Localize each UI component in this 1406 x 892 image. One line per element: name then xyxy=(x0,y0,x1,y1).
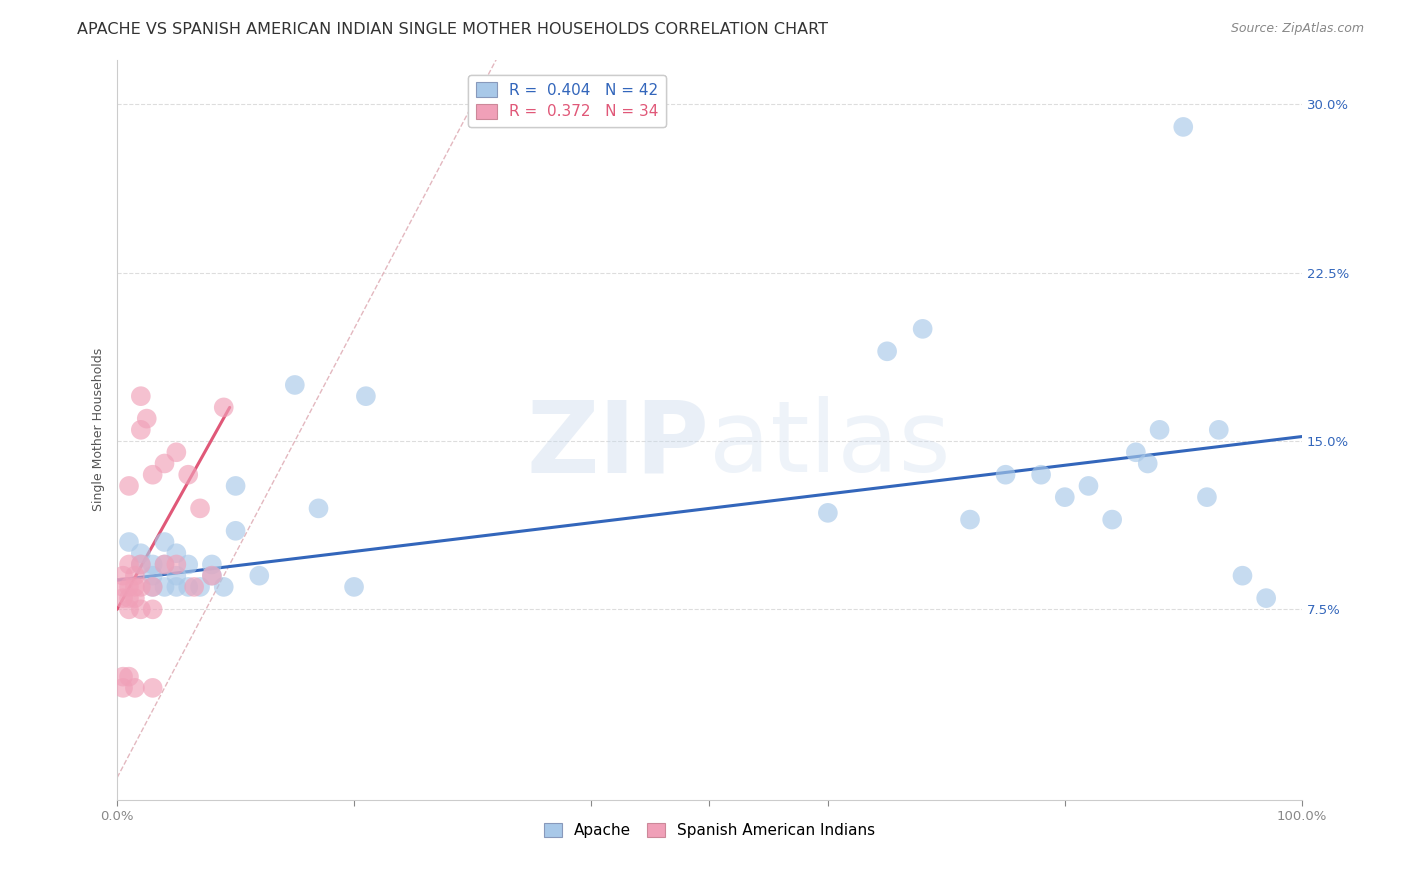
Point xyxy=(124,580,146,594)
Point xyxy=(1125,445,1147,459)
Point xyxy=(247,568,270,582)
Point xyxy=(1101,512,1123,526)
Point xyxy=(354,389,377,403)
Point xyxy=(112,681,135,695)
Point xyxy=(1256,591,1278,606)
Point xyxy=(343,580,366,594)
Point xyxy=(142,558,165,572)
Point xyxy=(153,558,176,572)
Point xyxy=(124,568,146,582)
Point xyxy=(225,479,247,493)
Point xyxy=(994,467,1017,482)
Point xyxy=(129,558,152,572)
Text: atlas: atlas xyxy=(710,396,950,493)
Point xyxy=(153,558,176,572)
Point xyxy=(177,580,200,594)
Point xyxy=(876,344,898,359)
Point xyxy=(911,322,934,336)
Point xyxy=(142,580,165,594)
Legend: R =  0.404   N = 42, R =  0.372   N = 34: R = 0.404 N = 42, R = 0.372 N = 34 xyxy=(468,75,666,127)
Point xyxy=(1173,120,1195,134)
Point xyxy=(118,591,141,606)
Point xyxy=(212,580,235,594)
Point xyxy=(142,467,165,482)
Point xyxy=(165,445,187,459)
Point xyxy=(118,670,141,684)
Point xyxy=(142,602,165,616)
Point xyxy=(118,479,141,493)
Point xyxy=(129,602,152,616)
Point xyxy=(112,591,135,606)
Point xyxy=(165,568,187,582)
Point xyxy=(112,580,135,594)
Point xyxy=(1053,490,1076,504)
Text: Source: ZipAtlas.com: Source: ZipAtlas.com xyxy=(1230,22,1364,36)
Point xyxy=(129,423,152,437)
Point xyxy=(165,546,187,560)
Point xyxy=(153,535,176,549)
Point xyxy=(129,580,152,594)
Point xyxy=(124,681,146,695)
Point xyxy=(142,568,165,582)
Point xyxy=(118,535,141,549)
Point xyxy=(1208,423,1230,437)
Point xyxy=(165,558,187,572)
Point xyxy=(183,580,205,594)
Point xyxy=(165,580,187,594)
Point xyxy=(188,501,211,516)
Point xyxy=(284,378,307,392)
Point xyxy=(177,467,200,482)
Point xyxy=(112,670,135,684)
Point xyxy=(1232,568,1254,582)
Point xyxy=(225,524,247,538)
Point xyxy=(142,681,165,695)
Point xyxy=(201,558,224,572)
Point xyxy=(129,389,152,403)
Point xyxy=(153,457,176,471)
Point xyxy=(135,411,157,425)
Point xyxy=(308,501,330,516)
Point xyxy=(118,580,141,594)
Y-axis label: Single Mother Households: Single Mother Households xyxy=(93,348,105,511)
Point xyxy=(118,602,141,616)
Text: APACHE VS SPANISH AMERICAN INDIAN SINGLE MOTHER HOUSEHOLDS CORRELATION CHART: APACHE VS SPANISH AMERICAN INDIAN SINGLE… xyxy=(77,22,828,37)
Point xyxy=(129,558,152,572)
Point xyxy=(1077,479,1099,493)
Point xyxy=(1195,490,1218,504)
Point xyxy=(118,558,141,572)
Point xyxy=(188,580,211,594)
Point xyxy=(201,568,224,582)
Point xyxy=(817,506,839,520)
Point xyxy=(129,546,152,560)
Point xyxy=(112,568,135,582)
Point xyxy=(1029,467,1052,482)
Text: ZIP: ZIP xyxy=(527,396,710,493)
Point xyxy=(124,591,146,606)
Point xyxy=(212,401,235,415)
Point xyxy=(142,580,165,594)
Point xyxy=(959,512,981,526)
Point xyxy=(201,568,224,582)
Point xyxy=(177,558,200,572)
Point xyxy=(1136,457,1159,471)
Point xyxy=(1149,423,1171,437)
Point xyxy=(153,580,176,594)
